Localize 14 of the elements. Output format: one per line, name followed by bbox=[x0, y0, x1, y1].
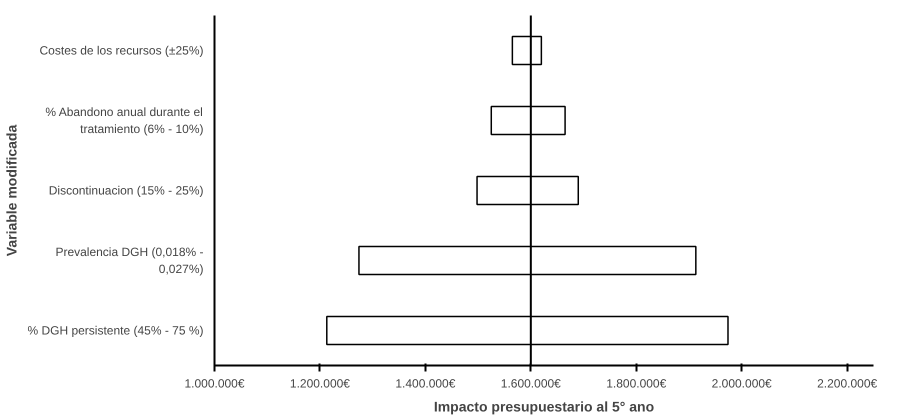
x-tick-label: 1.600.000€ bbox=[500, 376, 562, 390]
x-tick-label: 1.000.000€ bbox=[184, 376, 245, 390]
x-tick-label: 1.400.000€ bbox=[395, 376, 456, 390]
y-tick-label: % Abandono anual durante el tratamiento (6% - 10%) bbox=[45, 105, 204, 136]
y-tick-label: Costes de los recursos (±25%) bbox=[40, 44, 204, 58]
y-axis-title: Variable modificada bbox=[3, 124, 20, 256]
y-tick-label: Discontinuacion (15% - 25%) bbox=[48, 184, 204, 198]
x-axis-title: Impacto presupuestario al 5° ano bbox=[434, 398, 654, 414]
y-tick-label: Prevalencia DGH (0,018% - 0,027%) bbox=[55, 245, 204, 276]
x-tick-label: 1.800.000€ bbox=[606, 376, 667, 390]
y-tick-label: % DGH persistente (45% - 75 %) bbox=[27, 324, 204, 338]
x-tick-label: 2.000.000€ bbox=[712, 376, 772, 390]
x-tick-label: 2.200.000€ bbox=[817, 376, 878, 390]
x-tick-label: 1.200.000€ bbox=[290, 376, 350, 390]
